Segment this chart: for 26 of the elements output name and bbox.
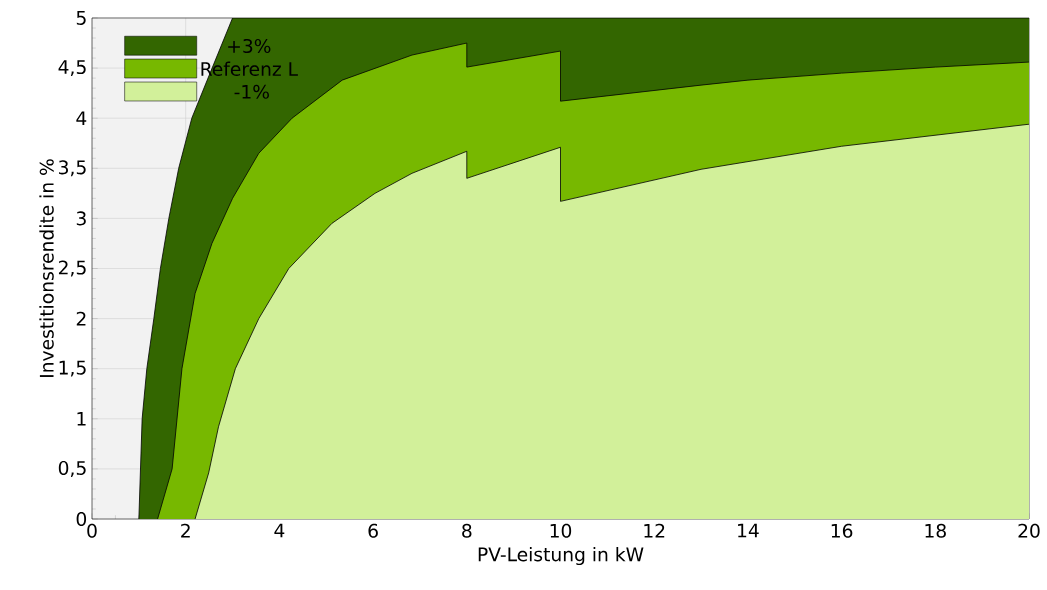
y-tick-label: 2,5 [58, 260, 86, 277]
y-tick-label: 2 [76, 311, 86, 326]
y-tick-label: 1,5 [59, 360, 86, 377]
y-tick-label: 1 [77, 411, 86, 426]
y-tick-label: 0 [76, 511, 87, 527]
legend-label: -1% [234, 84, 269, 99]
x-axis-title: PV-Leistung in kW [478, 546, 644, 566]
y-tick-label: 3 [76, 211, 86, 226]
y-tick-label: 0,5 [58, 460, 86, 477]
y-tick-label: 3,5 [59, 160, 86, 177]
x-tick-label: 6 [368, 523, 378, 538]
x-tick-label: 8 [462, 523, 472, 538]
x-tick-label: 10 [550, 523, 572, 538]
y-tick-label: 4,5 [58, 60, 86, 76]
x-tick-label: 2 [181, 523, 190, 538]
x-tick-label: 20 [1018, 523, 1040, 538]
x-tick-label: 0 [87, 523, 97, 538]
x-tick-label: 18 [925, 523, 946, 538]
x-tick-label: 12 [644, 523, 665, 538]
y-tick-label: 5 [76, 11, 86, 25]
y-tick-label: 4 [76, 111, 87, 125]
x-tick-label: 14 [738, 523, 759, 538]
legend-label: +3% [228, 38, 271, 54]
x-tick-label: 16 [831, 523, 853, 538]
x-tick-label: 4 [274, 523, 285, 538]
y-axis-title: Investitionsrendite in % [39, 159, 54, 377]
